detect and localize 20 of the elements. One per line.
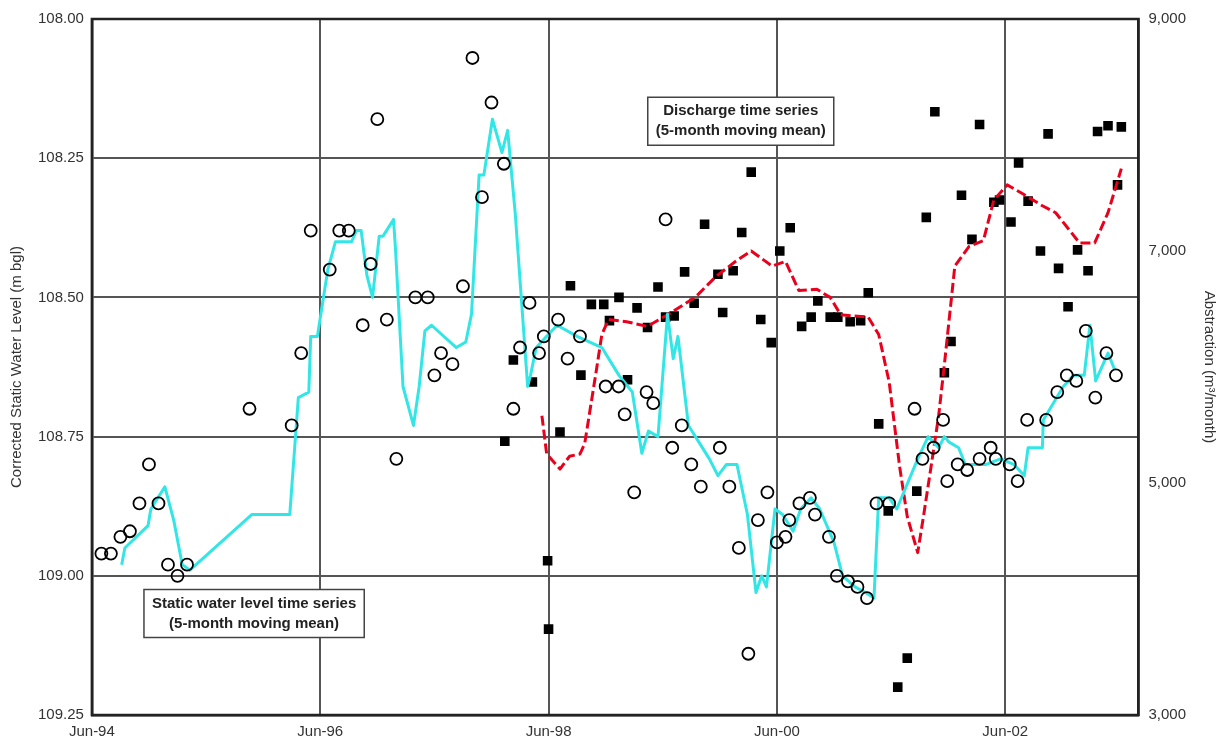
line-series (540, 167, 1123, 555)
y-tick-label: 108.25 (37, 148, 84, 166)
y-tick-label: 108.50 (37, 287, 84, 305)
annotation: Discharge time series (5-month moving mean) (655, 101, 826, 139)
y2-axis-title: Abstraction (m³/month) (1201, 290, 1219, 444)
y2-tick-label: 9,000 (1148, 9, 1187, 27)
y-tick-label: 108.00 (37, 9, 84, 27)
y2-tick-label: 7,000 (1148, 241, 1187, 259)
y-tick-label: 109.25 (37, 705, 84, 723)
x-tick-label: Jun-96 (297, 722, 344, 740)
y-tick-label: 108.75 (37, 426, 84, 444)
x-tick-label: Jun-98 (525, 722, 572, 740)
y-axis-title: Corrected Static Water Level (m bgl) (7, 245, 25, 489)
y2-tick-label: 3,000 (1148, 705, 1187, 723)
y-tick-label: 109.00 (37, 565, 84, 583)
x-tick-label: Jun-00 (753, 722, 800, 740)
y2-tick-label: 5,000 (1148, 473, 1187, 491)
x-tick-label: Jun-94 (68, 722, 115, 740)
annotation: Static water level time series (5-month moving mean) (151, 593, 357, 631)
x-tick-label: Jun-02 (982, 722, 1029, 740)
